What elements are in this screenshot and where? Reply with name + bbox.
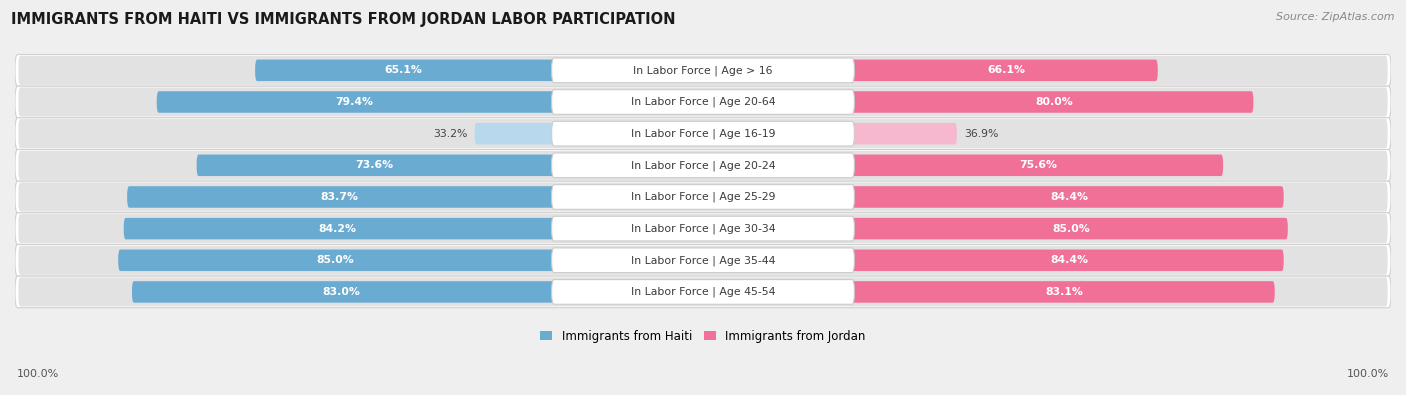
- FancyBboxPatch shape: [18, 214, 1388, 243]
- FancyBboxPatch shape: [551, 216, 855, 241]
- Text: In Labor Force | Age 20-24: In Labor Force | Age 20-24: [631, 160, 775, 171]
- FancyBboxPatch shape: [15, 213, 1391, 245]
- FancyBboxPatch shape: [15, 181, 1391, 213]
- Text: 85.0%: 85.0%: [316, 255, 354, 265]
- Text: 79.4%: 79.4%: [335, 97, 373, 107]
- FancyBboxPatch shape: [703, 60, 1157, 81]
- Text: 83.0%: 83.0%: [323, 287, 361, 297]
- Text: In Labor Force | Age 16-19: In Labor Force | Age 16-19: [631, 128, 775, 139]
- FancyBboxPatch shape: [15, 55, 1391, 86]
- FancyBboxPatch shape: [18, 87, 1388, 117]
- Text: Source: ZipAtlas.com: Source: ZipAtlas.com: [1277, 12, 1395, 22]
- Text: 83.1%: 83.1%: [1046, 287, 1084, 297]
- FancyBboxPatch shape: [551, 90, 855, 114]
- Text: In Labor Force | Age 35-44: In Labor Force | Age 35-44: [631, 255, 775, 265]
- Text: In Labor Force | Age 20-64: In Labor Force | Age 20-64: [631, 97, 775, 107]
- Text: 73.6%: 73.6%: [356, 160, 394, 170]
- FancyBboxPatch shape: [254, 60, 703, 81]
- Text: 75.6%: 75.6%: [1019, 160, 1057, 170]
- FancyBboxPatch shape: [18, 246, 1388, 275]
- FancyBboxPatch shape: [15, 276, 1391, 308]
- Text: 83.7%: 83.7%: [321, 192, 359, 202]
- FancyBboxPatch shape: [18, 119, 1388, 148]
- FancyBboxPatch shape: [703, 123, 957, 145]
- FancyBboxPatch shape: [703, 250, 1284, 271]
- FancyBboxPatch shape: [551, 153, 855, 178]
- Text: 84.2%: 84.2%: [319, 224, 357, 233]
- FancyBboxPatch shape: [551, 58, 855, 83]
- Text: 66.1%: 66.1%: [987, 65, 1025, 75]
- FancyBboxPatch shape: [127, 186, 703, 208]
- FancyBboxPatch shape: [703, 91, 1253, 113]
- FancyBboxPatch shape: [703, 154, 1223, 176]
- Text: 36.9%: 36.9%: [963, 129, 998, 139]
- Text: In Labor Force | Age > 16: In Labor Force | Age > 16: [633, 65, 773, 75]
- FancyBboxPatch shape: [15, 118, 1391, 149]
- Text: 85.0%: 85.0%: [1052, 224, 1090, 233]
- Text: 84.4%: 84.4%: [1050, 255, 1088, 265]
- FancyBboxPatch shape: [15, 149, 1391, 181]
- FancyBboxPatch shape: [18, 56, 1388, 85]
- Text: 84.4%: 84.4%: [1050, 192, 1088, 202]
- Text: 100.0%: 100.0%: [17, 369, 59, 379]
- FancyBboxPatch shape: [551, 248, 855, 273]
- FancyBboxPatch shape: [18, 151, 1388, 180]
- FancyBboxPatch shape: [18, 182, 1388, 212]
- FancyBboxPatch shape: [118, 250, 703, 271]
- Text: 100.0%: 100.0%: [1347, 369, 1389, 379]
- FancyBboxPatch shape: [15, 86, 1391, 118]
- FancyBboxPatch shape: [475, 123, 703, 145]
- FancyBboxPatch shape: [703, 218, 1288, 239]
- FancyBboxPatch shape: [551, 184, 855, 209]
- Text: 80.0%: 80.0%: [1035, 97, 1073, 107]
- FancyBboxPatch shape: [551, 121, 855, 146]
- Text: IMMIGRANTS FROM HAITI VS IMMIGRANTS FROM JORDAN LABOR PARTICIPATION: IMMIGRANTS FROM HAITI VS IMMIGRANTS FROM…: [11, 12, 676, 27]
- FancyBboxPatch shape: [15, 245, 1391, 276]
- Text: In Labor Force | Age 30-34: In Labor Force | Age 30-34: [631, 223, 775, 234]
- Legend: Immigrants from Haiti, Immigrants from Jordan: Immigrants from Haiti, Immigrants from J…: [536, 325, 870, 348]
- FancyBboxPatch shape: [703, 281, 1275, 303]
- FancyBboxPatch shape: [132, 281, 703, 303]
- FancyBboxPatch shape: [551, 280, 855, 304]
- FancyBboxPatch shape: [124, 218, 703, 239]
- FancyBboxPatch shape: [18, 277, 1388, 307]
- Text: In Labor Force | Age 45-54: In Labor Force | Age 45-54: [631, 287, 775, 297]
- FancyBboxPatch shape: [703, 186, 1284, 208]
- FancyBboxPatch shape: [197, 154, 703, 176]
- FancyBboxPatch shape: [156, 91, 703, 113]
- Text: 33.2%: 33.2%: [433, 129, 468, 139]
- Text: In Labor Force | Age 25-29: In Labor Force | Age 25-29: [631, 192, 775, 202]
- Text: 65.1%: 65.1%: [384, 65, 422, 75]
